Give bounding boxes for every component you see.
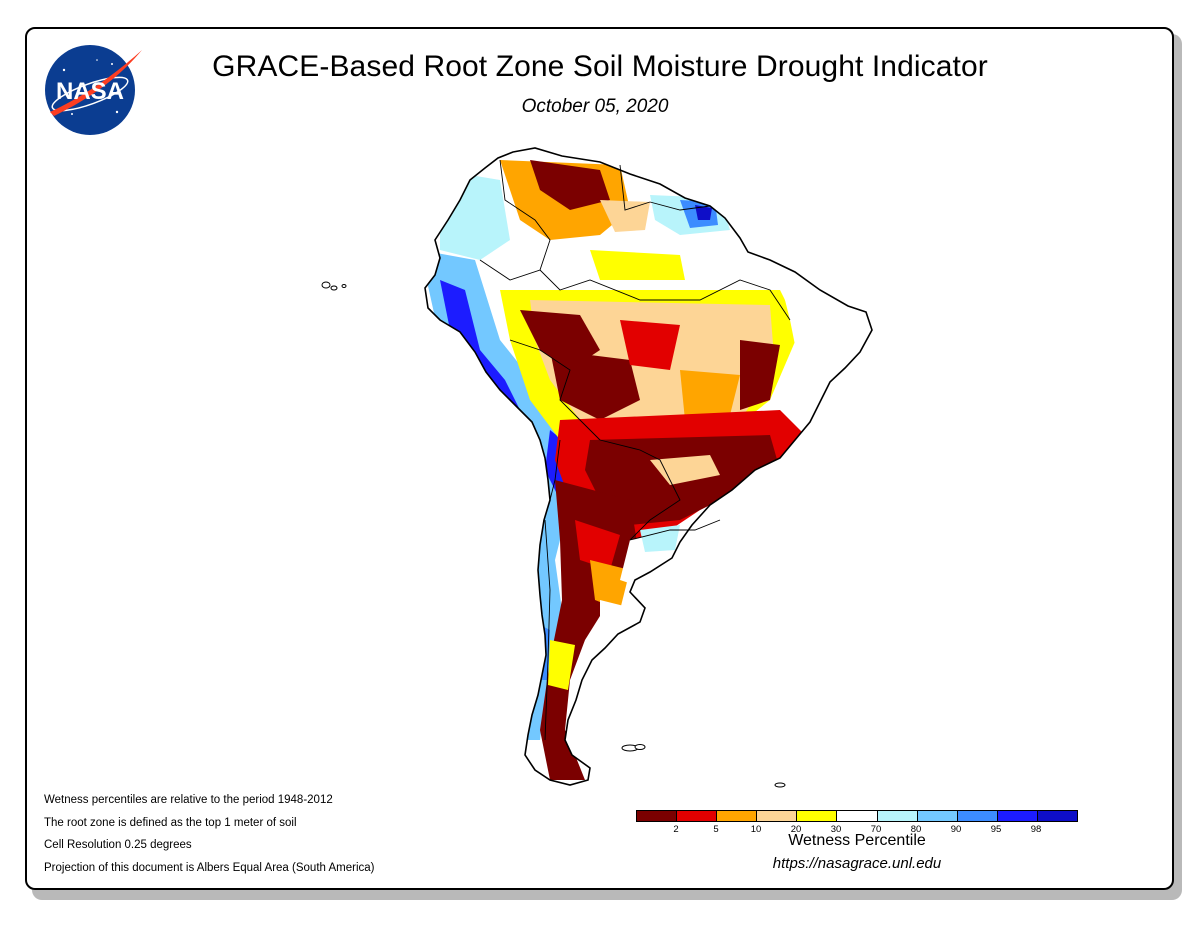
- legend-tick-label: 98: [1030, 824, 1042, 835]
- legend-tick-label: 95: [990, 824, 1002, 835]
- legend-tick-label: 10: [750, 824, 762, 835]
- legend-swatch: [797, 811, 838, 821]
- nasa-logo-text: NASA: [56, 78, 124, 105]
- legend: 2 5 10 20 30 70 80 90 95 98: [636, 810, 1078, 835]
- legend-tick-label: 30: [830, 824, 842, 835]
- legend-tick-label: 80: [910, 824, 922, 835]
- legend-swatch: [957, 811, 998, 821]
- legend-ticks: 2 5 10 20 30 70 80 90 95 98: [636, 822, 1078, 835]
- legend-tick-label: 90: [950, 824, 962, 835]
- legend-tick-label: 2: [673, 824, 679, 835]
- legend-swatch: [917, 811, 958, 821]
- legend-swatch: [877, 811, 918, 821]
- legend-tick-label: 70: [870, 824, 882, 835]
- legend-swatch: [757, 811, 798, 821]
- map-date: October 05, 2020: [521, 96, 669, 117]
- legend-swatch: [677, 811, 718, 821]
- note-projection: Projection of this document is Albers Eq…: [44, 861, 375, 874]
- legend-title: Wetness Percentile: [788, 832, 926, 849]
- legend-swatch: [637, 811, 678, 821]
- map-notes: Wetness percentiles are relative to the …: [44, 794, 374, 884]
- source-url[interactable]: https://nasagrace.unl.edu: [772, 855, 942, 872]
- legend-swatch: [717, 811, 758, 821]
- south-america-map: [321, 147, 873, 788]
- legend-swatch: [1037, 811, 1078, 821]
- legend-tick-label: 20: [790, 824, 802, 835]
- note-root-zone: The root zone is defined as the top 1 me…: [44, 816, 297, 829]
- legend-swatch: [997, 811, 1038, 821]
- note-percentile-period: Wetness percentiles are relative to the …: [44, 794, 333, 806]
- legend-color-bar: [636, 810, 1078, 822]
- legend-swatch: [837, 811, 878, 821]
- note-cell-resolution: Cell Resolution 0.25 degrees: [44, 839, 192, 851]
- legend-tick-label: 5: [713, 824, 719, 835]
- nasa-logo-icon: NASA: [45, 45, 142, 135]
- page-title: GRACE-Based Root Zone Soil Moisture Drou…: [212, 50, 988, 83]
